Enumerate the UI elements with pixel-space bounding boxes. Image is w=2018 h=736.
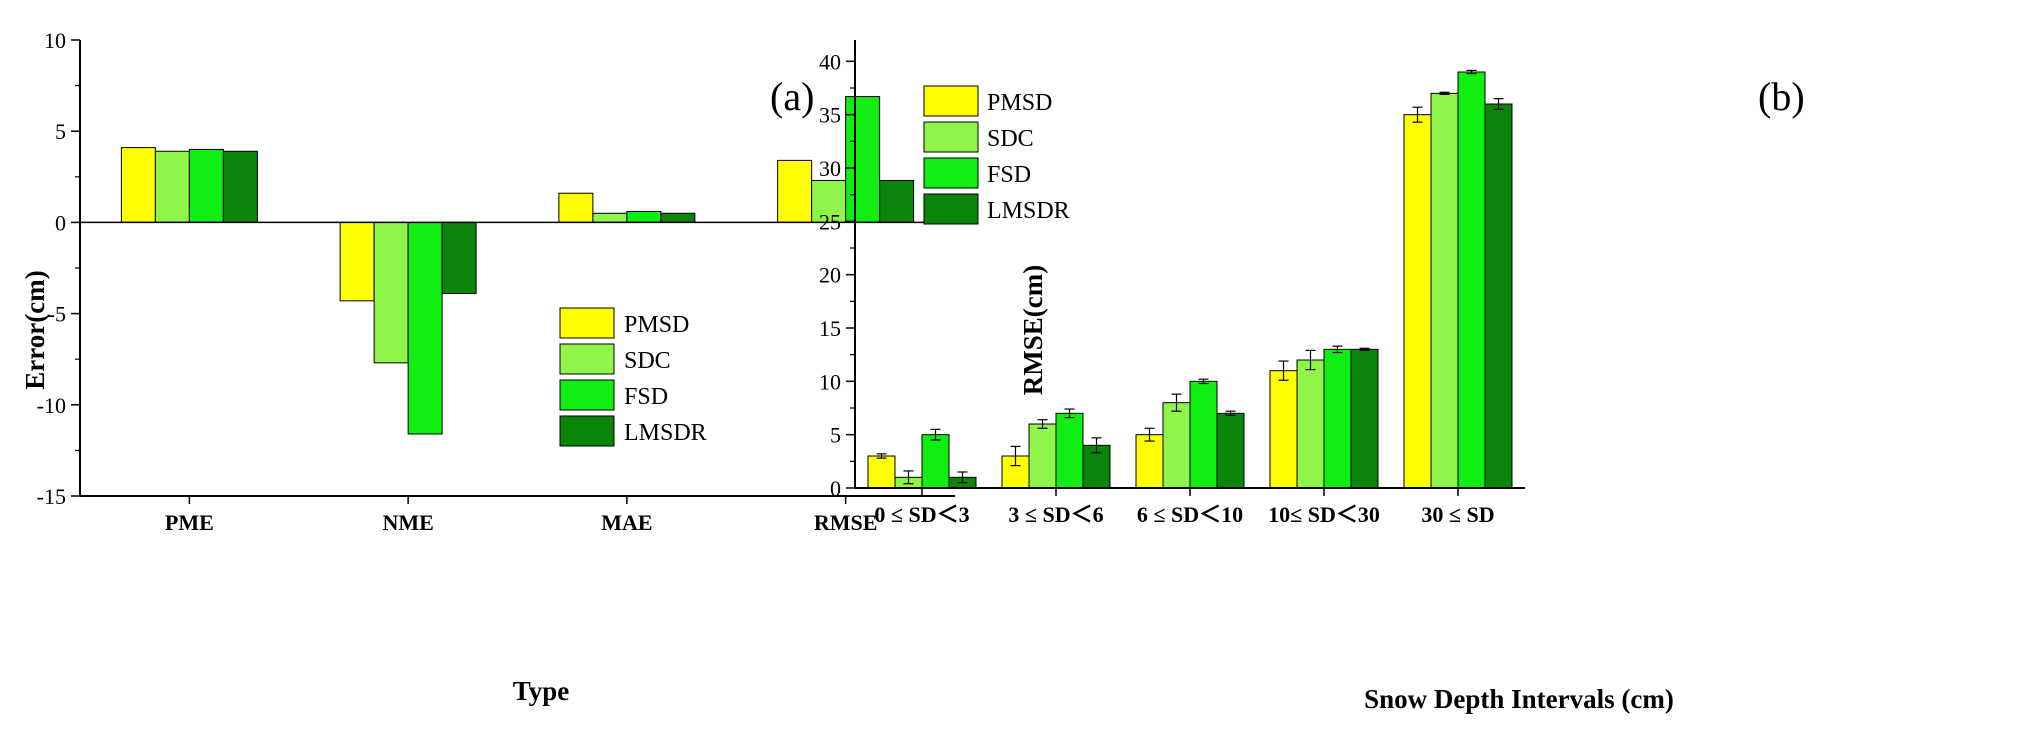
x-tick-label: MAE (601, 510, 652, 535)
legend-label-sdc: SDC (987, 126, 1034, 152)
bar-pmsd-30-sd (1403, 114, 1432, 489)
y-tick-label: 20 (819, 263, 841, 288)
panel-a-chart: (a) Error(cm) Type PME NME MAE RMSE -15 -10 -5… (20, 28, 955, 706)
bar-pmsd-pme (120, 147, 156, 223)
bar-lmsdr-nme (441, 221, 477, 295)
y-tick-label: 35 (819, 103, 841, 128)
legend-swatch-fsd (559, 379, 615, 411)
panel-b-axes: 0 ≤ SD＜3 3 ≤ SD＜6 6 ≤ SD＜10 10≤ SD＜30 30 ≤ S… (819, 40, 1525, 527)
bar-lmsdr-30-sd (1484, 103, 1513, 489)
bar-fsd-rmse (845, 96, 881, 223)
panel-a-legend: PMSD SDC FSD LMSDR (559, 307, 707, 447)
bar-pmsd-6-sd-10 (1135, 434, 1164, 489)
bar-fsd-30-sd (1457, 71, 1486, 489)
legend-label-pmsd: PMSD (987, 90, 1052, 116)
bar-lmsdr-mae (660, 212, 696, 223)
x-tick-label: 6 ≤ SD＜10 (1137, 502, 1243, 527)
legend-swatch-lmsdr (559, 415, 615, 447)
panel-b-legend: PMSD SDC FSD LMSDR (923, 85, 1070, 225)
bar-sdc-rmse (811, 179, 847, 223)
x-tick-label: 0 ≤ SD＜3 (874, 502, 969, 527)
y-tick-label: 0 (830, 476, 841, 501)
legend-label-sdc: SDC (624, 348, 671, 374)
bar-sdc-pme (154, 150, 190, 223)
legend-swatch-sdc (923, 121, 979, 153)
bar-sdc-mae (592, 212, 628, 223)
x-tick-label: NME (382, 510, 433, 535)
bar-fsd-pme (188, 148, 224, 223)
x-tick-label: 30 ≤ SD (1421, 502, 1494, 527)
bar-fsd-mae (626, 210, 662, 223)
y-tick-label: -15 (37, 484, 66, 509)
bar-fsd-6-sd-10 (1189, 380, 1218, 489)
legend-label-lmsdr: LMSDR (624, 420, 707, 446)
y-tick-label: 30 (819, 156, 841, 181)
legend-swatch-pmsd (559, 307, 615, 339)
bar-lmsdr-rmse (879, 179, 915, 223)
legend-label-fsd: FSD (987, 162, 1031, 188)
y-tick-label: 10 (44, 28, 66, 53)
x-tick-label: RMSE (814, 510, 878, 535)
bar-sdc-30-sd (1430, 92, 1459, 489)
bar-sdc-6-sd-10 (1162, 402, 1191, 489)
bar-pmsd-mae (558, 192, 594, 223)
y-tick-label: 5 (830, 423, 841, 448)
y-tick-label: 40 (819, 49, 841, 74)
x-tick-label: 3 ≤ SD＜6 (1008, 502, 1103, 527)
y-tick-label: 5 (55, 119, 66, 144)
y-tick-label: 25 (819, 209, 841, 234)
bar-fsd-0-sd-3 (921, 434, 950, 489)
panel-b-y-axis-label: RMSE(cm) (1018, 265, 1048, 395)
bar-sdc-10-sd-30 (1296, 359, 1325, 489)
bar-fsd-3-sd-6 (1055, 412, 1084, 489)
panel-b-label: (b) (1758, 74, 1805, 119)
panel-b-error-bars (876, 69, 1504, 485)
y-tick-label: 15 (819, 316, 841, 341)
legend-swatch-sdc (559, 343, 615, 375)
bar-sdc-nme (373, 221, 409, 364)
legend-label-fsd: FSD (624, 384, 668, 410)
bar-pmsd-10-sd-30 (1269, 370, 1298, 489)
panel-a-bars (120, 96, 915, 435)
y-tick-label: 10 (819, 369, 841, 394)
panel-b-chart: (b) RMSE(cm) Snow Depth Intervals (cm) 0… (819, 40, 1805, 714)
y-tick-label: -10 (37, 393, 66, 418)
x-tick-label: PME (165, 510, 214, 535)
panel-b-x-axis-label: Snow Depth Intervals (cm) (1364, 684, 1674, 714)
panel-a-y-axis-label: Error(cm) (20, 270, 50, 389)
y-tick-label: -5 (48, 302, 66, 327)
legend-swatch-pmsd (923, 85, 979, 117)
panel-a-label: (a) (770, 74, 814, 119)
legend-swatch-fsd (923, 157, 979, 189)
bar-lmsdr-10-sd-30 (1350, 348, 1379, 489)
bar-pmsd-0-sd-3 (867, 455, 896, 489)
legend-swatch-lmsdr (923, 193, 979, 225)
panel-a-axes: PME NME MAE RMSE -15 -10 -5 0 5 10 (37, 28, 955, 535)
bar-lmsdr-pme (222, 150, 258, 223)
bar-lmsdr-6-sd-10 (1216, 412, 1245, 489)
legend-label-pmsd: PMSD (624, 312, 689, 338)
legend-label-lmsdr: LMSDR (987, 198, 1070, 224)
bar-sdc-3-sd-6 (1028, 423, 1057, 489)
x-tick-label: 10≤ SD＜30 (1268, 502, 1380, 527)
y-tick-label: 0 (55, 210, 66, 235)
bar-pmsd-nme (339, 221, 375, 302)
bar-fsd-10-sd-30 (1323, 348, 1352, 489)
bar-pmsd-rmse (777, 159, 813, 223)
panel-a-x-axis-label: Type (513, 676, 570, 706)
bar-fsd-nme (407, 221, 443, 435)
